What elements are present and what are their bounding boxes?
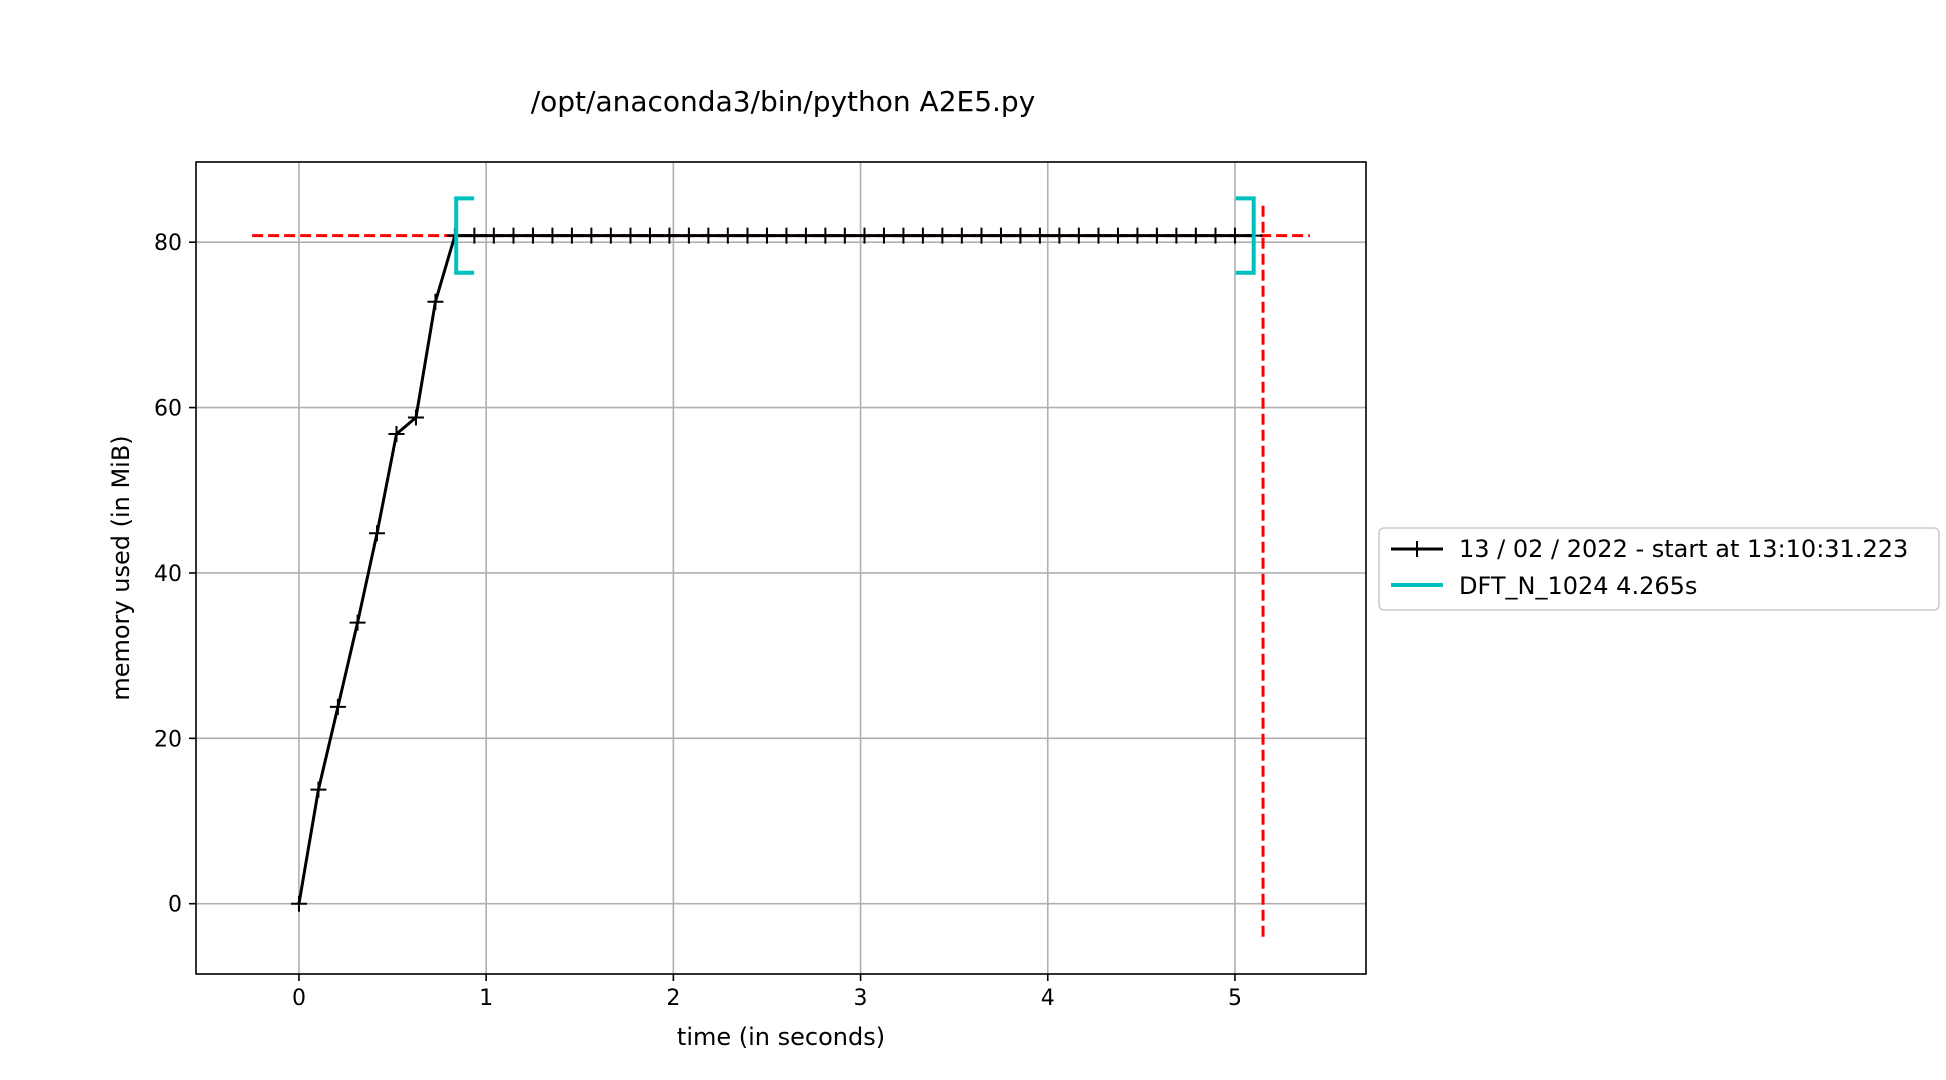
x-axis-ticks: 0 1 2 3 4 5 <box>292 974 1242 1011</box>
legend-label-function: DFT_N_1024 4.265s <box>1459 572 1697 600</box>
reference-lines <box>252 204 1310 937</box>
data-point-marker <box>778 227 795 244</box>
data-point-marker <box>427 293 444 310</box>
data-point-marker <box>661 227 678 244</box>
x-tick-label: 1 <box>479 986 493 1011</box>
data-point-marker <box>310 781 327 798</box>
data-point-marker <box>700 227 717 244</box>
y-axis-title: memory used (in MiB) <box>107 435 135 700</box>
data-point-marker <box>369 525 386 542</box>
data-point-marker <box>1090 227 1107 244</box>
legend-marker-memory <box>1409 541 1425 557</box>
data-point-marker <box>407 409 424 426</box>
data-point-marker <box>719 227 736 244</box>
data-point-marker <box>758 227 775 244</box>
y-tick-label: 20 <box>154 727 182 752</box>
data-point-marker <box>680 227 697 244</box>
data-point-marker <box>524 227 541 244</box>
legend-swatch-memory <box>1391 541 1443 557</box>
data-point-marker <box>817 227 834 244</box>
y-tick-label: 0 <box>168 893 182 918</box>
data-point-marker <box>563 227 580 244</box>
y-tick-label: 40 <box>154 562 182 587</box>
data-point-marker <box>875 227 892 244</box>
x-tick-label: 3 <box>854 986 868 1011</box>
legend-label-memory: 13 / 02 / 2022 - start at 13:10:31.223 <box>1459 535 1908 563</box>
data-point-marker <box>349 614 366 631</box>
data-point-marker <box>544 227 561 244</box>
data-point-marker <box>1226 227 1243 244</box>
data-point-marker <box>505 227 522 244</box>
data-point-marker <box>934 227 951 244</box>
data-point-marker <box>836 227 853 244</box>
data-point-marker <box>1051 227 1068 244</box>
x-tick-label: 2 <box>666 986 680 1011</box>
data-point-marker <box>466 227 483 244</box>
legend: 13 / 02 / 2022 - start at 13:10:31.223 D… <box>1378 527 1940 611</box>
data-point-marker <box>485 227 502 244</box>
data-point-marker <box>1070 227 1087 244</box>
data-point-marker <box>329 698 346 715</box>
data-point-marker <box>1031 227 1048 244</box>
data-point-marker <box>583 227 600 244</box>
data-point-marker <box>953 227 970 244</box>
function-end-bracket <box>1235 196 1256 275</box>
data-point-marker <box>856 227 873 244</box>
y-axis-ticks: 0 20 40 60 80 <box>154 231 196 918</box>
y-tick-label: 80 <box>154 231 182 256</box>
data-point-marker <box>1129 227 1146 244</box>
x-tick-label: 5 <box>1228 986 1242 1011</box>
data-point-marker <box>1012 227 1029 244</box>
data-point-marker <box>992 227 1009 244</box>
plot-area-frame <box>195 161 1367 975</box>
data-point-marker <box>914 227 931 244</box>
data-point-marker <box>797 227 814 244</box>
data-point-marker <box>895 227 912 244</box>
data-point-marker <box>1168 227 1185 244</box>
legend-box <box>1378 527 1940 611</box>
data-point-marker <box>641 227 658 244</box>
data-point-marker <box>622 227 639 244</box>
data-point-marker <box>1207 227 1224 244</box>
chart-title: /opt/anaconda3/bin/python A2E5.py <box>531 85 1036 118</box>
x-tick-label: 0 <box>292 986 306 1011</box>
series-layer <box>290 196 1263 912</box>
memory-series-line <box>297 234 1255 904</box>
data-point-marker <box>973 227 990 244</box>
grid-lines <box>196 162 1366 974</box>
data-point-marker <box>1109 227 1126 244</box>
data-point-marker <box>1148 227 1165 244</box>
data-point-marker <box>739 227 756 244</box>
x-axis-title: time (in seconds) <box>677 1023 885 1051</box>
data-point-marker <box>602 227 619 244</box>
data-point-marker <box>388 426 405 443</box>
y-tick-label: 60 <box>154 397 182 422</box>
x-tick-label: 4 <box>1041 986 1055 1011</box>
data-point-marker <box>1187 227 1204 244</box>
data-point-marker <box>290 895 307 912</box>
function-start-bracket <box>454 196 475 275</box>
